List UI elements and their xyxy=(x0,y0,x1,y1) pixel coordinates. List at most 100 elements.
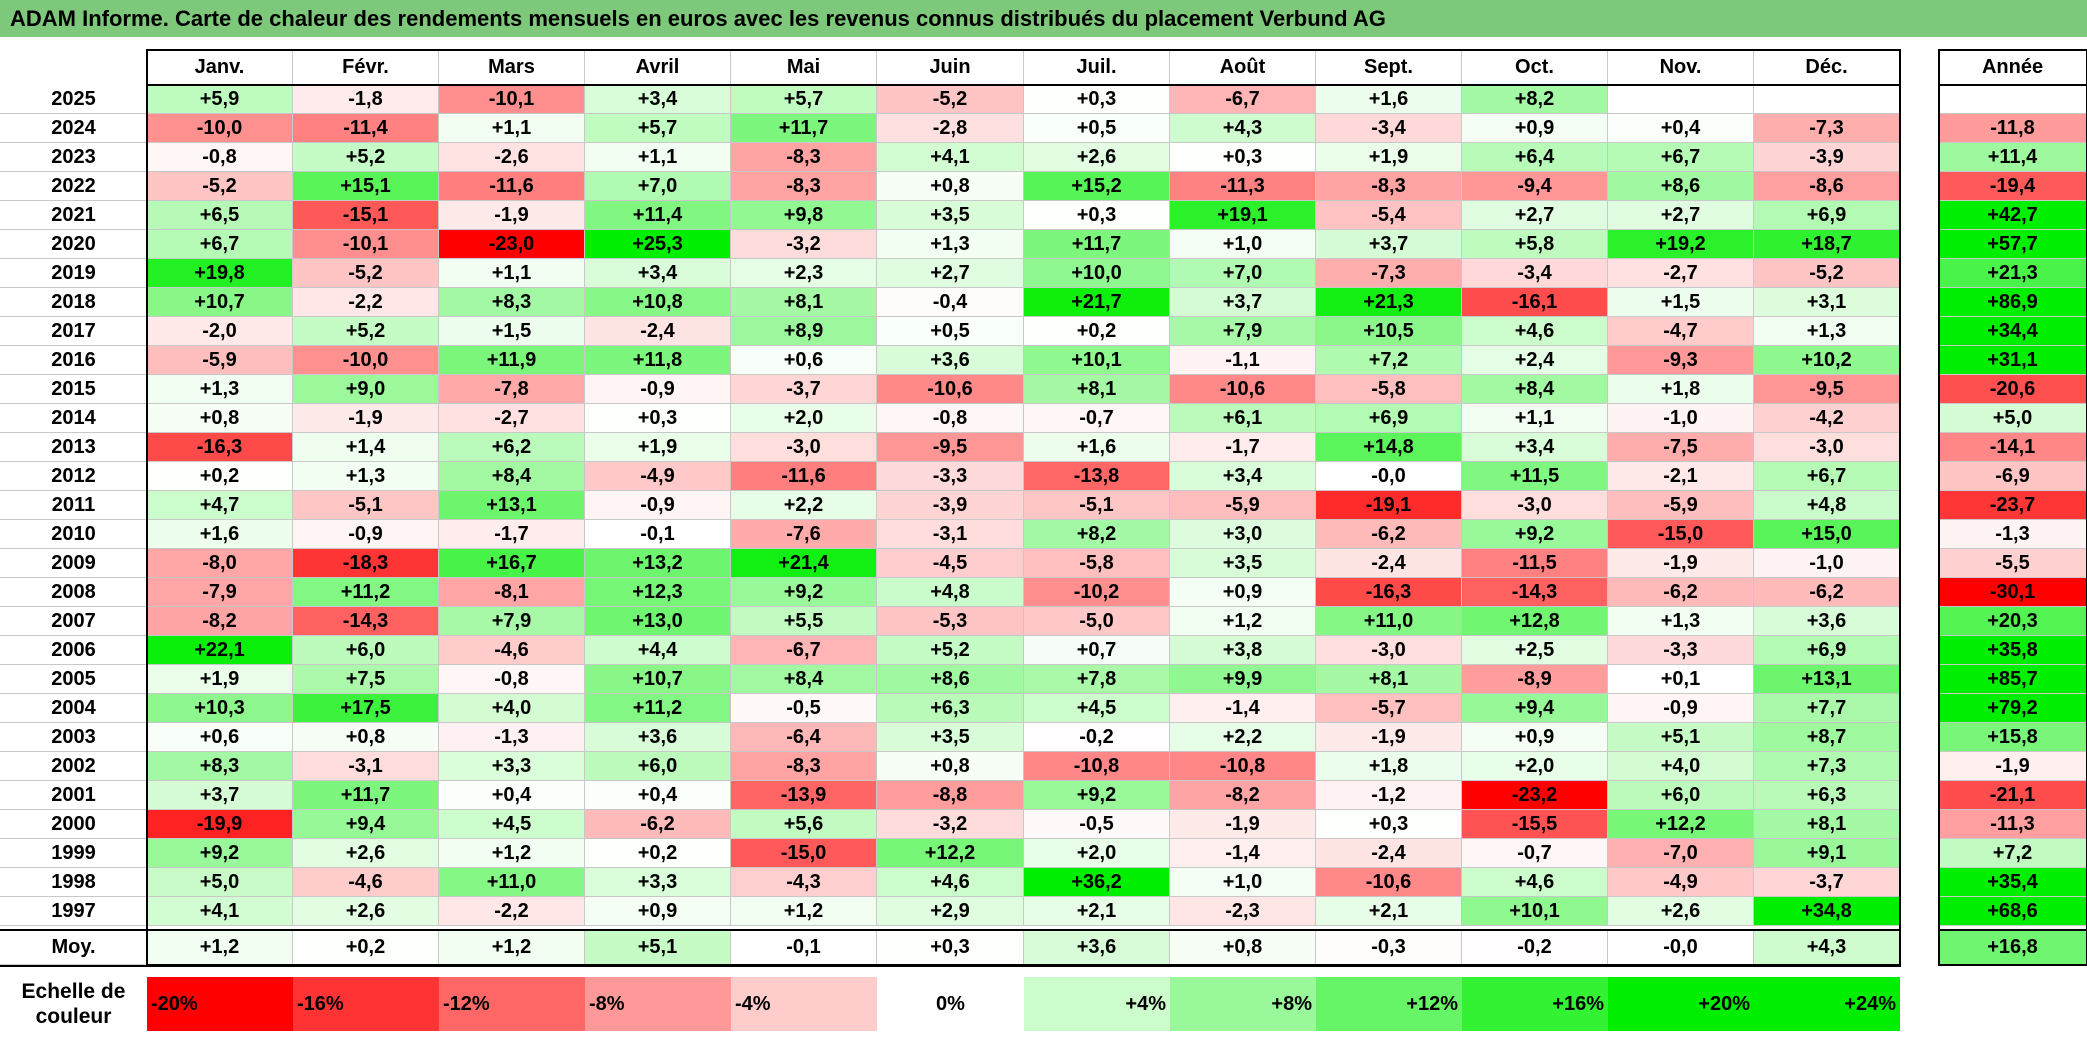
heatmap-cell: +11,0 xyxy=(439,868,585,897)
heatmap-cell: -8,9 xyxy=(1462,665,1608,694)
heatmap-cell: -0,8 xyxy=(147,143,293,172)
heatmap-cell: +4,1 xyxy=(877,143,1024,172)
heatmap-cell: +9,2 xyxy=(147,839,293,868)
row-label: 2025 xyxy=(0,85,147,114)
heatmap-cell: -0,7 xyxy=(1024,404,1170,433)
heatmap-cell: -5,8 xyxy=(1316,375,1462,404)
heatmap-cell: -4,2 xyxy=(1754,404,1900,433)
average-label: Moy. xyxy=(0,931,147,965)
heatmap-cell: +8,3 xyxy=(439,288,585,317)
year-total-cell: +35,4 xyxy=(1939,868,2087,897)
heatmap-cell: +4,6 xyxy=(1462,317,1608,346)
heatmap-cell: +1,4 xyxy=(293,433,439,462)
heatmap-cell: -8,8 xyxy=(877,781,1024,810)
heatmap-cell: +10,3 xyxy=(147,694,293,723)
heatmap-cell: +7,9 xyxy=(1170,317,1316,346)
heatmap-cell: +2,6 xyxy=(293,839,439,868)
heatmap-cell: -3,9 xyxy=(1754,143,1900,172)
heatmap-cell: +0,8 xyxy=(293,723,439,752)
heatmap-cell: -5,4 xyxy=(1316,201,1462,230)
heatmap-cell: -11,4 xyxy=(293,114,439,143)
heatmap-cell: -2,8 xyxy=(877,114,1024,143)
heatmap-cell: +10,8 xyxy=(585,288,731,317)
heatmap-cell: -3,3 xyxy=(877,462,1024,491)
heatmap-cell: +1,1 xyxy=(585,143,731,172)
heatmap-cell: -18,3 xyxy=(293,549,439,578)
heatmap-cell: +8,4 xyxy=(731,665,877,694)
heatmap-cell: +21,7 xyxy=(1024,288,1170,317)
year-total-cell: -11,8 xyxy=(1939,114,2087,143)
heatmap-cell: +1,1 xyxy=(1462,404,1608,433)
heatmap-cell: +1,9 xyxy=(1316,143,1462,172)
year-total-cell: +21,3 xyxy=(1939,259,2087,288)
heatmap-cell: -3,1 xyxy=(877,520,1024,549)
heatmap-cell: -9,4 xyxy=(1462,172,1608,201)
row-label: 2021 xyxy=(0,201,147,230)
heatmap-cell: -8,3 xyxy=(731,172,877,201)
heatmap-cell: +6,7 xyxy=(147,230,293,259)
heatmap-cell: +5,6 xyxy=(731,810,877,839)
heatmap-cell: +1,3 xyxy=(1754,317,1900,346)
heatmap-cell: +2,1 xyxy=(1024,897,1170,926)
heatmap-cell: +11,7 xyxy=(1024,230,1170,259)
heatmap-cell: +2,9 xyxy=(877,897,1024,926)
average-cell: +0,2 xyxy=(293,931,439,965)
heatmap-cell: +16,7 xyxy=(439,549,585,578)
heatmap-cell: -1,7 xyxy=(439,520,585,549)
heatmap-cell: +2,7 xyxy=(1462,201,1608,230)
average-cell: -0,3 xyxy=(1316,931,1462,965)
heatmap-cell: +6,9 xyxy=(1754,636,1900,665)
heatmap-cell: +2,3 xyxy=(731,259,877,288)
heatmap-cell: -1,0 xyxy=(1754,549,1900,578)
heatmap-cell: +9,2 xyxy=(1024,781,1170,810)
heatmap-cell: +3,4 xyxy=(585,259,731,288)
heatmap-cell: -5,1 xyxy=(293,491,439,520)
heatmap-cell: -10,6 xyxy=(1316,868,1462,897)
heatmap-cell: -1,9 xyxy=(1170,810,1316,839)
column-header: Août xyxy=(1170,50,1316,85)
heatmap-cell: +10,5 xyxy=(1316,317,1462,346)
heatmap-cell: -4,6 xyxy=(439,636,585,665)
row-label: 1999 xyxy=(0,839,147,868)
row-label: 2004 xyxy=(0,694,147,723)
heatmap-cell: -0,9 xyxy=(1608,694,1754,723)
heatmap-cell: +0,7 xyxy=(1024,636,1170,665)
heatmap-cell: +1,9 xyxy=(585,433,731,462)
heatmap-cell: -4,9 xyxy=(585,462,731,491)
heatmap-cell: +10,2 xyxy=(1754,346,1900,375)
heatmap-cell: +2,5 xyxy=(1462,636,1608,665)
heatmap-cell: +6,7 xyxy=(1608,143,1754,172)
heatmap-cell: +0,2 xyxy=(1024,317,1170,346)
year-total-cell: +79,2 xyxy=(1939,694,2087,723)
heatmap-cell: -10,2 xyxy=(1024,578,1170,607)
heatmap-cell: +4,5 xyxy=(439,810,585,839)
heatmap-cell: -9,3 xyxy=(1608,346,1754,375)
row-label: 2019 xyxy=(0,259,147,288)
heatmap-cell: +3,7 xyxy=(147,781,293,810)
heatmap-cell: +2,0 xyxy=(731,404,877,433)
year-total-cell: +34,4 xyxy=(1939,317,2087,346)
heatmap-cell: +1,5 xyxy=(439,317,585,346)
heatmap-cell: +8,1 xyxy=(1024,375,1170,404)
heatmap-cell: -2,3 xyxy=(1170,897,1316,926)
heatmap-cell: +9,0 xyxy=(293,375,439,404)
heatmap-cell: -5,9 xyxy=(147,346,293,375)
heatmap-cell: +0,9 xyxy=(1462,723,1608,752)
heatmap-cell: -8,3 xyxy=(1316,172,1462,201)
heatmap-cell: +8,3 xyxy=(147,752,293,781)
heatmap-cell: -15,1 xyxy=(293,201,439,230)
year-total-cell: +20,3 xyxy=(1939,607,2087,636)
heatmap-cell: +6,0 xyxy=(293,636,439,665)
heatmap-cell: -3,0 xyxy=(1316,636,1462,665)
heatmap-cell: +8,6 xyxy=(1608,172,1754,201)
year-total-cell: +15,8 xyxy=(1939,723,2087,752)
heatmap-cell: -1,8 xyxy=(293,85,439,114)
heatmap-cell: -6,4 xyxy=(731,723,877,752)
heatmap-cell: +3,4 xyxy=(1462,433,1608,462)
heatmap-cell: +15,2 xyxy=(1024,172,1170,201)
heatmap-cell: -11,6 xyxy=(439,172,585,201)
heatmap-cell: +12,3 xyxy=(585,578,731,607)
heatmap-cell: +21,4 xyxy=(731,549,877,578)
heatmap-cell: +2,6 xyxy=(1608,897,1754,926)
year-total-cell: -5,5 xyxy=(1939,549,2087,578)
